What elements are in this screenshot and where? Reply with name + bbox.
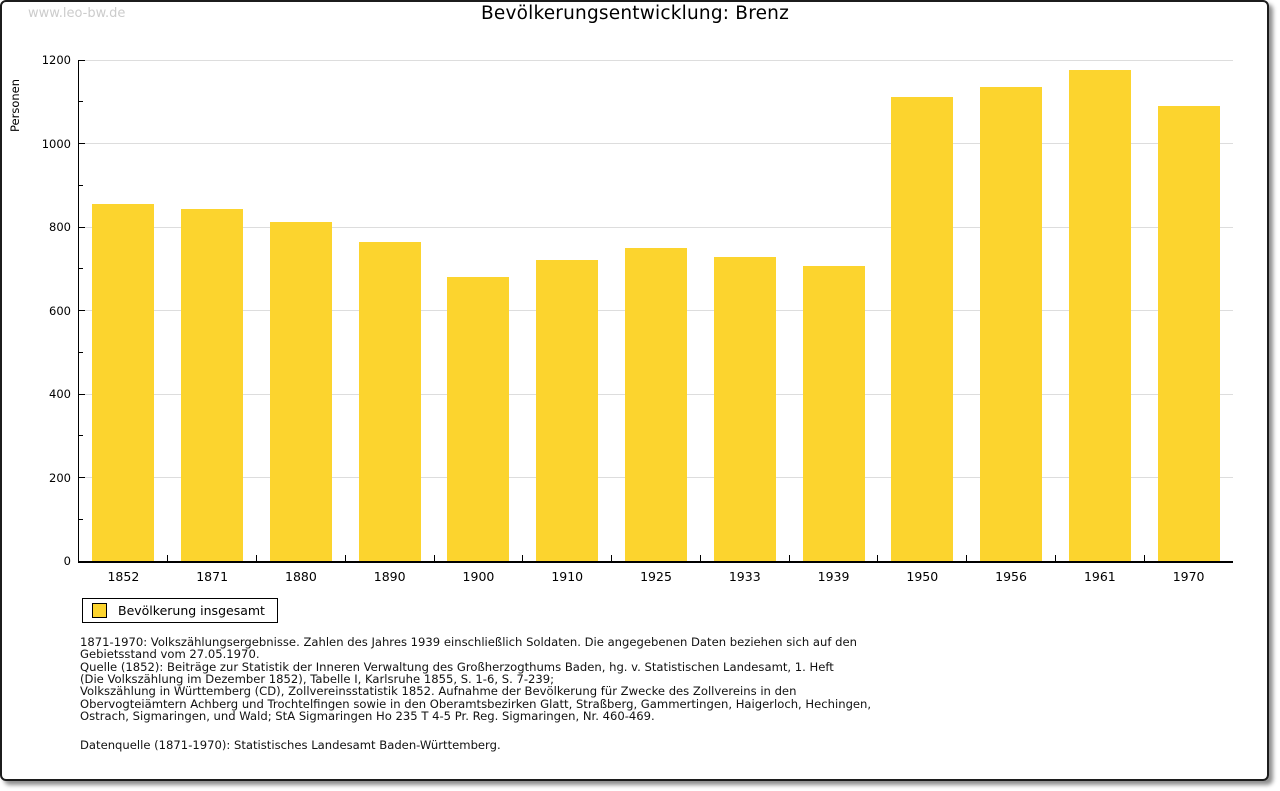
source-footnotes: 1871-1970: Volkszählungsergebnisse. Zahl… [80, 636, 1220, 752]
bar-1890 [358, 241, 421, 561]
x-axis-tick-label: 1880 [285, 569, 317, 584]
y-axis-tick [79, 351, 83, 353]
bar-1956 [980, 86, 1043, 561]
site-watermark: www.leo-bw.de [28, 6, 126, 21]
y-axis-tick [79, 226, 85, 228]
y-axis-tick [79, 143, 85, 144]
footnote-line: Gebietsstand vom 27.05.1970. [80, 647, 260, 662]
y-axis-tick-label: 1000 [41, 136, 71, 151]
footnote-line: 1871-1970: Volkszählungsergebnisse. Zahl… [80, 635, 857, 649]
x-axis-tick [699, 555, 701, 561]
grid-line [79, 226, 1233, 228]
footnote-line: Obervogteiämtern Achberg und Trochtelfin… [80, 696, 872, 711]
x-axis-tick [167, 555, 169, 561]
y-axis-tick [79, 393, 85, 395]
grid-line [79, 59, 1233, 61]
y-axis-tick-label: 400 [49, 387, 71, 401]
y-axis-tick [79, 477, 85, 478]
x-axis-tick-label: 1961 [1083, 569, 1116, 584]
y-axis-tick-label: 200 [49, 470, 71, 485]
y-axis-tick-label: 600 [49, 303, 71, 318]
x-axis-tick [1143, 555, 1145, 561]
footnote-line: (Die Volkszählung im Dezember 1852), Tab… [80, 672, 555, 687]
bar-1970 [1157, 105, 1220, 561]
bar-1852 [92, 203, 155, 561]
x-axis-tick [344, 555, 346, 561]
bar-1900 [447, 276, 510, 561]
bar-1961 [1068, 70, 1131, 561]
x-axis-tick-label: 1910 [551, 569, 584, 584]
y-axis-tick [79, 59, 85, 61]
y-axis-tick [79, 518, 83, 520]
bar-1910 [536, 260, 599, 561]
grid-line [79, 143, 1233, 144]
x-axis-tick-label: 1939 [817, 569, 850, 584]
x-axis-tick-label: 1950 [906, 569, 939, 584]
x-axis-tick [966, 555, 968, 561]
chart-title: Bevölkerungsentwicklung: Brenz [480, 3, 790, 24]
x-axis-tick-label: 1890 [373, 569, 406, 584]
bar-1925 [625, 247, 687, 561]
y-axis-tick-label: 800 [49, 220, 71, 234]
y-axis-tick [79, 101, 83, 103]
y-axis-tick [79, 268, 83, 270]
bar-1939 [802, 265, 865, 561]
y-axis-tick-label: 0 [63, 554, 71, 568]
legend-color-swatch [92, 603, 107, 618]
bar-1933 [713, 257, 776, 561]
x-axis-tick [788, 555, 790, 561]
y-axis-tick [79, 184, 83, 186]
x-axis-tick-label: 1852 [107, 569, 140, 584]
x-axis-tick-label: 1933 [728, 569, 761, 584]
x-axis-tick [522, 555, 524, 561]
x-axis-tick-label: 1970 [1172, 569, 1205, 584]
footnote-line: Ostrach, Sigmaringen, und Wald; StA Sigm… [80, 709, 655, 724]
y-axis-tick [79, 560, 85, 562]
legend-series-label: Bevölkerung insgesamt [118, 603, 265, 618]
bar-1880 [269, 221, 332, 561]
x-axis-tick [433, 555, 435, 561]
footnote-line: Volkszählung in Württemberg (CD), Zollve… [80, 684, 797, 699]
x-axis-tick-label: 1956 [995, 569, 1027, 584]
bar-1871 [181, 209, 244, 561]
bar-1950 [891, 97, 954, 561]
chart-legend: Bevölkerung insgesamt [82, 598, 278, 623]
y-axis-tick [79, 310, 85, 311]
footnote-line: Quelle (1852): Beiträge zur Statistik de… [80, 659, 834, 674]
x-axis-tick-label: 1900 [462, 569, 495, 584]
x-axis-tick-label: 1925 [640, 569, 672, 584]
datasource-line: Datenquelle (1871-1970): Statistisches L… [80, 738, 501, 753]
x-axis-tick [1054, 555, 1056, 561]
x-axis-tick [611, 555, 613, 561]
bar-chart-plot-area: 0 200 400 600 800 1000 1200 1852 1871 1880 1890 190… [42, 53, 1233, 584]
x-axis-tick [877, 555, 879, 561]
x-axis-tick [256, 555, 258, 561]
y-axis-tick [79, 435, 83, 437]
x-axis-tick-label: 1871 [196, 569, 229, 584]
y-axis-tick-label: 1200 [41, 53, 71, 67]
